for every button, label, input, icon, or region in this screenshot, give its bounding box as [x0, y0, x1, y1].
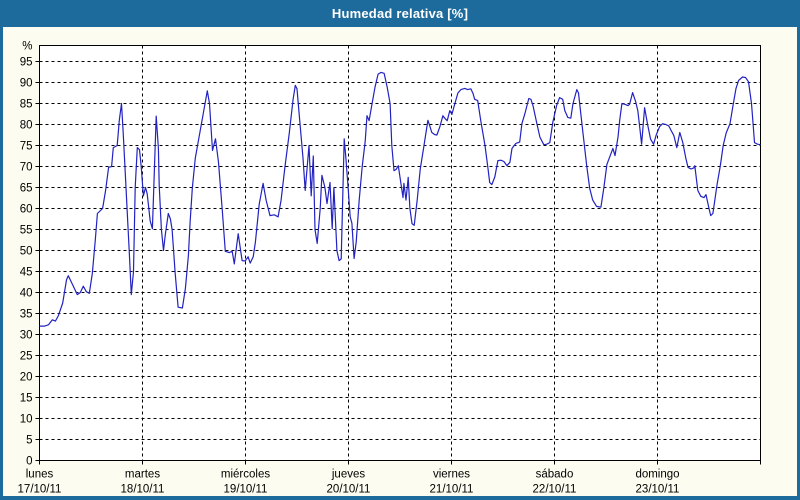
- x-date-label: 17/10/11: [18, 484, 62, 496]
- plot-area: [39, 45, 761, 461]
- y-tick-label: 75: [20, 141, 33, 153]
- humidity-line-chart: 0 5 10 15 20 25 30 35 40 45 50 55 60 65 70 75 80 85 90 95% l…: [18, 41, 761, 496]
- y-tick-label: 40: [20, 288, 33, 300]
- y-tick-label: 70: [20, 162, 33, 174]
- x-day-label: sábado: [536, 469, 574, 481]
- y-tick-label: 45: [20, 267, 33, 279]
- y-tick-label: 5: [26, 435, 32, 447]
- x-day-label: lunes: [26, 469, 54, 481]
- x-day-label: domingo: [635, 469, 679, 481]
- x-date-label: 19/10/11: [224, 484, 268, 496]
- x-day-label: jueves: [331, 469, 365, 481]
- y-tick-label: 0: [26, 456, 32, 468]
- y-tick-label: 20: [20, 372, 33, 384]
- y-tick-label: 25: [20, 351, 33, 363]
- y-tick-label: 80: [20, 120, 33, 132]
- window-title: Humedad relativa [%]: [331, 6, 469, 21]
- humidity-series-line: [39, 71, 761, 327]
- x-day-label: miércoles: [221, 469, 270, 481]
- x-date-label: 21/10/11: [430, 484, 474, 496]
- y-tick-label: 95: [20, 57, 33, 69]
- x-day-label: martes: [125, 469, 160, 481]
- y-tick-label: 65: [20, 183, 33, 195]
- y-tick-label: 15: [20, 393, 33, 405]
- y-tick-label: 50: [20, 246, 33, 258]
- x-date-label: 23/10/11: [636, 484, 680, 496]
- x-date-label: 18/10/11: [121, 484, 165, 496]
- y-tick-label: 60: [20, 204, 33, 216]
- title-bar: Humedad relativa [%]: [0, 0, 800, 27]
- x-day-label: viernes: [433, 469, 470, 481]
- chart-content: 0 5 10 15 20 25 30 35 40 45 50 55 60 65 70 75 80 85 90 95% l…: [3, 27, 797, 496]
- y-tick-label: 55: [20, 225, 33, 237]
- y-tick-label: 10: [20, 414, 33, 426]
- x-date-label: 22/10/11: [533, 484, 577, 496]
- x-date-label: 20/10/11: [327, 484, 371, 496]
- y-axis-unit-label: %: [22, 41, 32, 53]
- y-tick-label: 85: [20, 99, 33, 111]
- y-tick-label: 90: [20, 78, 33, 90]
- y-tick-label: 30: [20, 330, 33, 342]
- y-tick-label: 35: [20, 309, 33, 321]
